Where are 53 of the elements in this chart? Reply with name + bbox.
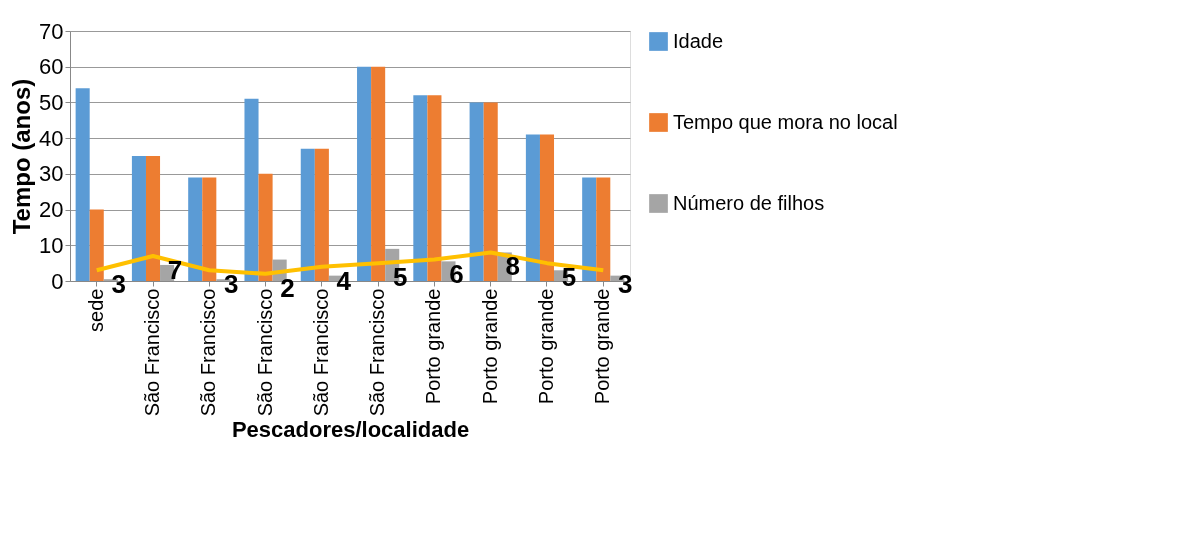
data-label: 7	[167, 255, 183, 285]
bar	[582, 177, 597, 281]
bar	[202, 177, 217, 281]
data-label: 5	[561, 262, 577, 293]
bar	[145, 156, 161, 281]
x-tick-label: São Francisco	[366, 288, 389, 417]
bar	[357, 66, 372, 281]
data-label: 6	[449, 258, 464, 289]
y-tick-label: 50	[39, 89, 64, 115]
x-tick-label: São Francisco	[197, 288, 220, 417]
x-tick-label: São Francisco	[309, 288, 332, 417]
bar	[525, 134, 540, 281]
bar	[258, 173, 273, 281]
bar	[188, 177, 203, 281]
legend-label: Idade	[673, 29, 724, 52]
bar	[89, 209, 104, 281]
x-axis-title: Pescadores/localidade	[231, 417, 470, 443]
y-axis-title: Tempo (anos)	[8, 78, 36, 235]
y-tick-label: 70	[39, 18, 64, 44]
y-tick-label: 40	[39, 125, 64, 151]
data-label: 3	[618, 269, 633, 300]
y-tick-label: 20	[39, 197, 64, 223]
x-tick-label: Porto grande	[534, 288, 557, 405]
bar	[483, 102, 498, 281]
bar	[539, 134, 555, 281]
legend-label: Número de filhos	[673, 191, 825, 214]
y-tick-label: 30	[39, 161, 64, 187]
data-label: 2	[280, 272, 295, 303]
bar	[244, 98, 259, 281]
x-tick-label: São Francisco	[141, 288, 164, 417]
bar	[131, 156, 146, 281]
bar	[413, 95, 428, 281]
data-label: 5	[392, 262, 408, 293]
y-tick-label: 0	[51, 268, 64, 294]
x-tick-label: sede	[84, 288, 107, 332]
x-tick-label: Porto grande	[478, 288, 501, 405]
x-tick-label: São Francisco	[253, 288, 276, 417]
y-tick-label: 60	[39, 54, 64, 80]
y-tick-label: 10	[39, 232, 64, 258]
x-tick-label: Porto grande	[591, 288, 614, 405]
data-label: 4	[336, 265, 352, 296]
bar	[314, 148, 329, 281]
bar	[469, 102, 484, 281]
data-label: 3	[224, 269, 239, 300]
legend-label: Tempo que mora no local	[673, 110, 898, 133]
bar	[427, 95, 442, 281]
x-tick-label: Porto grande	[422, 288, 445, 405]
bar	[596, 177, 611, 281]
bar	[371, 66, 386, 281]
data-label: 3	[111, 269, 126, 300]
data-label: 8	[505, 251, 520, 282]
bar	[300, 148, 315, 281]
bar	[75, 88, 90, 281]
